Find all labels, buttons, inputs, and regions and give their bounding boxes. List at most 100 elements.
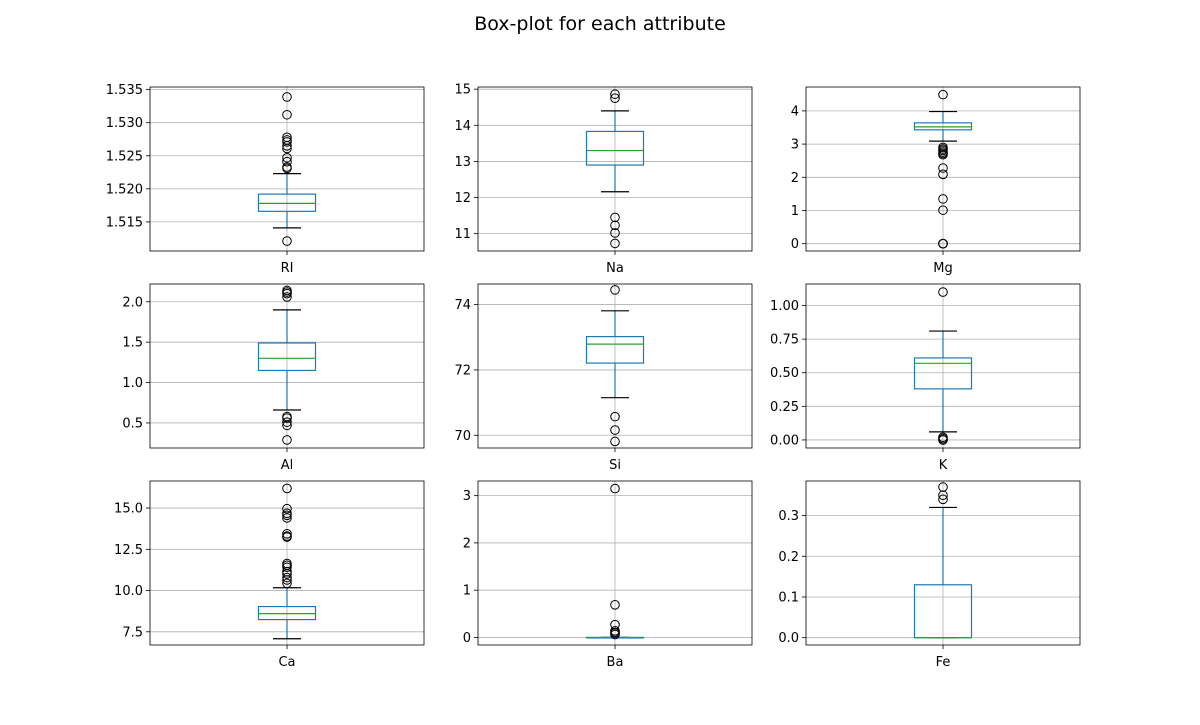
axes-frame (149, 480, 425, 646)
y-tick-label: 15 (454, 83, 471, 98)
outlier-point (282, 285, 292, 296)
box-iqr (585, 130, 645, 166)
outlier-point (610, 238, 620, 249)
outlier-point (282, 508, 292, 519)
y-tick-label: 1.5 (122, 336, 143, 351)
outlier-point (610, 212, 620, 223)
y-tick-label: 14 (454, 119, 471, 134)
outlier-point (610, 436, 620, 447)
outlier-point (282, 558, 292, 569)
y-tick-label: 0.0 (778, 631, 799, 646)
axes-frame (477, 480, 753, 646)
x-tick-label: Mg (933, 261, 952, 276)
y-tick-label: 12 (454, 191, 471, 206)
axes-frame (149, 86, 425, 252)
outlier-point (282, 572, 292, 583)
outlier-point (282, 92, 292, 102)
y-tick-label: 7.5 (122, 625, 143, 640)
y-tick-label: 1 (791, 204, 799, 219)
y-tick-label: 1.520 (106, 182, 143, 197)
y-tick-label: 0.1 (778, 590, 799, 605)
y-tick-label: 0.2 (778, 550, 799, 565)
y-tick-label: 2 (463, 536, 471, 551)
outlier-point (282, 435, 292, 445)
outlier-point (938, 163, 948, 173)
y-tick-label: 74 (454, 298, 471, 313)
box-iqr (585, 335, 645, 364)
outlier-point (610, 220, 620, 231)
outlier-point (938, 169, 948, 180)
y-tick-label: 13 (454, 155, 471, 170)
panel-ba: 0 1 2 3 Ba (463, 480, 753, 670)
outlier-point (938, 494, 948, 505)
y-tick-label: 1 (463, 584, 471, 599)
y-tick-label: 72 (454, 363, 471, 378)
outlier-point (282, 513, 292, 523)
y-tick-label: 3 (791, 138, 799, 153)
y-tick-label: 1.0 (122, 376, 143, 391)
x-tick-label: Na (606, 261, 624, 276)
panel-na: 11 12 13 14 15 Na (454, 83, 753, 276)
outlier-point (610, 600, 620, 610)
y-tick-label: 2 (791, 171, 799, 186)
panel-k: 0.00 0.25 0.50 0.75 1.00 K (770, 283, 1081, 473)
box-iqr (257, 342, 317, 372)
y-tick-label: 15.0 (114, 502, 143, 517)
outlier-point (282, 162, 292, 172)
y-tick-label: 0.00 (770, 433, 799, 448)
outlier-point (282, 483, 292, 494)
outlier-point (610, 89, 620, 100)
y-tick-label: 10.0 (114, 584, 143, 599)
x-tick-label: Fe (936, 655, 951, 670)
axes-frame (805, 480, 1081, 646)
outlier-point (282, 531, 292, 541)
y-tick-label: 0.25 (770, 400, 799, 415)
x-tick-label: Ca (278, 655, 295, 670)
panel-al: 0.5 1.0 1.5 2.0 Al (122, 283, 425, 473)
outlier-point (610, 425, 620, 435)
y-tick-label: 0.50 (770, 366, 799, 381)
outlier-point (610, 228, 620, 238)
outlier-point (282, 292, 292, 302)
outlier-point (938, 194, 948, 204)
outlier-point (938, 482, 948, 492)
outlier-point (282, 109, 292, 120)
y-tick-label: 1.525 (106, 149, 143, 164)
y-tick-label: 0.75 (770, 333, 799, 348)
outlier-point (938, 287, 948, 297)
y-tick-label: 12.5 (114, 543, 143, 558)
outlier-point (610, 285, 620, 295)
y-tick-label: 11 (454, 227, 471, 242)
outlier-point (610, 93, 620, 103)
outlier-point (282, 528, 292, 539)
axes-frame (477, 86, 753, 252)
outlier-point (282, 132, 292, 143)
outlier-point (938, 89, 948, 100)
panel-ri: 1.515 1.520 1.525 1.530 1.535 RI (106, 83, 425, 276)
outlier-point (282, 503, 292, 514)
y-tick-label: 2.0 (122, 295, 143, 310)
outlier-point (938, 238, 948, 249)
axes-frame (805, 283, 1081, 449)
panel-fe: 0.0 0.1 0.2 0.3 Fe (778, 480, 1081, 670)
boxplot-panels: 1.5151.5201.5251.5301.535RI1112131415Na0… (106, 83, 1081, 670)
y-tick-label: 3 (463, 489, 471, 504)
x-tick-label: Ba (607, 655, 624, 670)
outlier-point (938, 142, 948, 153)
axes-frame (805, 86, 1081, 252)
y-tick-label: 0.3 (778, 509, 799, 524)
outlier-point (938, 205, 948, 215)
axes-frame (149, 283, 425, 449)
outlier-point (282, 578, 292, 589)
outlier-point (282, 236, 292, 246)
axes-frame (477, 283, 753, 449)
x-tick-label: Al (281, 458, 294, 473)
panel-si: 70 72 74 Si (454, 283, 753, 473)
y-tick-label: 1.515 (106, 215, 143, 230)
outlier-point (610, 619, 620, 630)
outlier-point (610, 626, 620, 636)
outlier-point (282, 411, 292, 422)
outlier-point (610, 483, 620, 494)
y-tick-label: 1.530 (106, 116, 143, 131)
